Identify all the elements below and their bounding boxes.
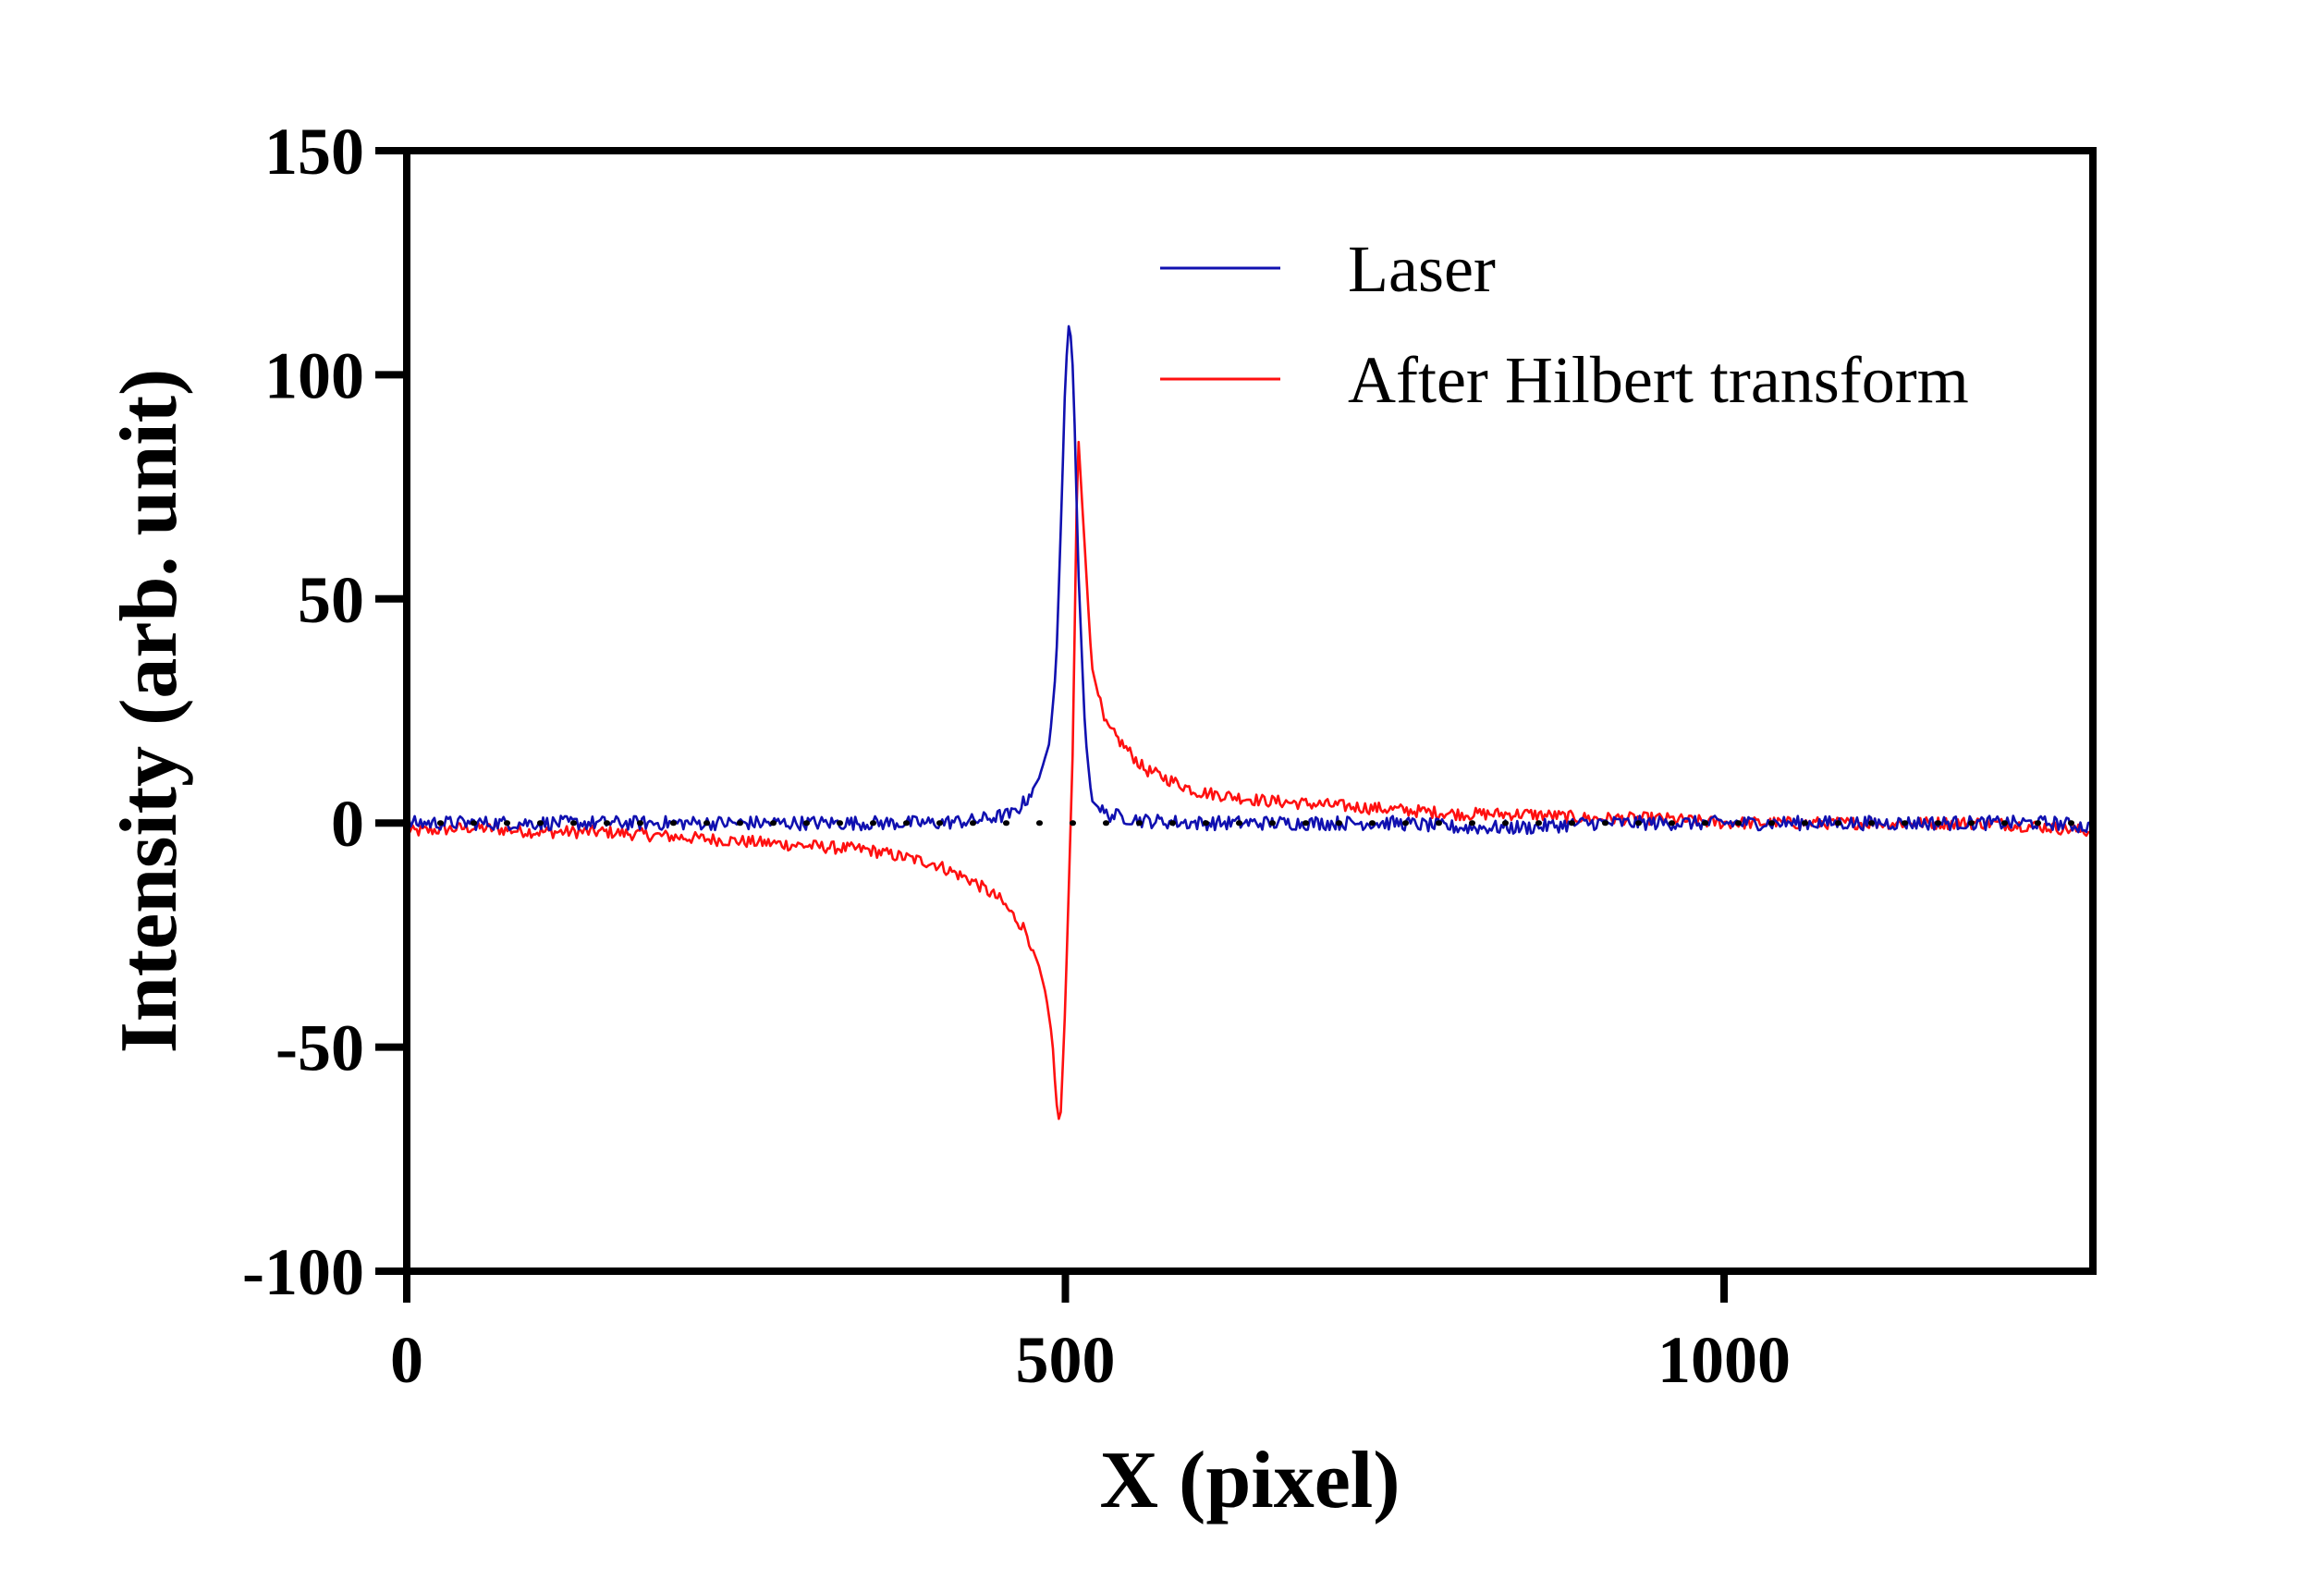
plot-frame [403, 147, 2097, 1275]
y-tick-label: -50 [275, 1011, 364, 1085]
series-line-after-hilbert-transform [405, 440, 2094, 1121]
series-line-laser [405, 325, 2094, 836]
x-tick-label: 0 [390, 1323, 423, 1397]
y-tick-label: 100 [264, 338, 364, 412]
x-tick-label: 1000 [1657, 1323, 1791, 1397]
y-tick-label: -100 [242, 1235, 364, 1309]
y-tick-label: 50 [298, 563, 364, 637]
x-tick-label: 500 [1016, 1323, 1116, 1397]
x-axis-title: X (pixel) [1099, 1436, 1400, 1525]
axes: -100 -50 0 50 100 150 0 500 1000 [242, 115, 1791, 1397]
legend: Laser After Hilbert transform [1160, 232, 1969, 417]
y-tick-label: 150 [264, 115, 364, 189]
y-axis-title: Intensity (arb. unit) [104, 369, 194, 1054]
y-tick-label: 0 [331, 787, 364, 861]
legend-label: After Hilbert transform [1348, 343, 1969, 417]
series-layer [405, 325, 2094, 1121]
legend-label: Laser [1348, 232, 1496, 306]
